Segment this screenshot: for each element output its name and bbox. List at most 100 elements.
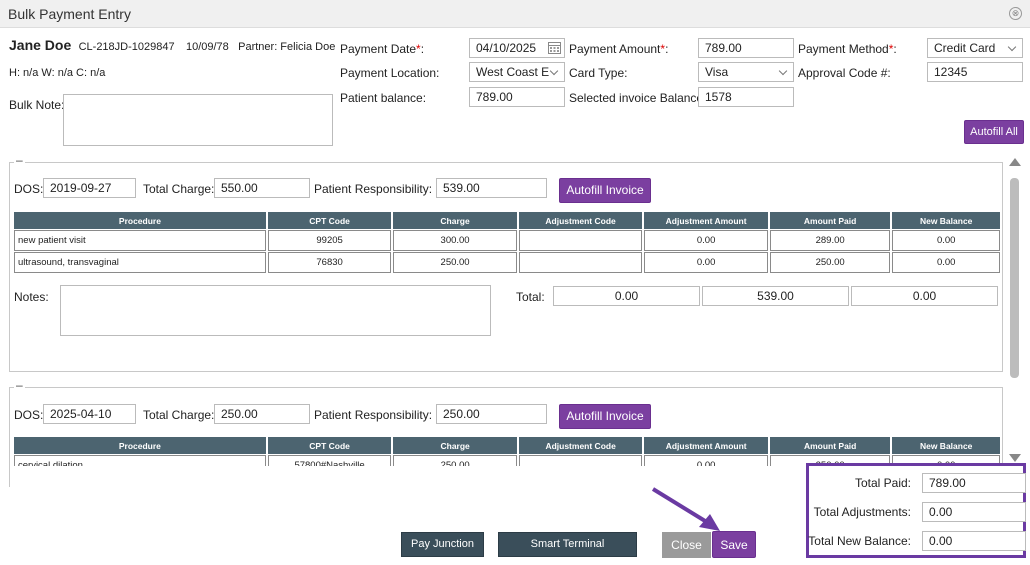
required-mark: * bbox=[660, 42, 666, 56]
new-balance-cell: 0.00 bbox=[892, 252, 1000, 273]
col-cpt-code: CPT Code bbox=[267, 437, 392, 454]
amount-paid-input[interactable]: 250.00 bbox=[769, 252, 891, 273]
required-mark: * bbox=[416, 42, 421, 56]
col-adjustment-code: Adjustment Code bbox=[518, 212, 643, 229]
notes-label: Notes: bbox=[14, 290, 49, 304]
col-procedure: Procedure bbox=[14, 437, 266, 454]
amount-paid-input[interactable]: 289.00 bbox=[769, 230, 891, 251]
col-amount-paid: Amount Paid bbox=[769, 437, 891, 454]
scroll-down-icon[interactable] bbox=[1009, 454, 1021, 462]
notes-textarea[interactable] bbox=[60, 285, 491, 336]
col-adjustment-code: Adjustment Code bbox=[518, 437, 643, 454]
cpt-cell: 57800#Nashville bbox=[267, 455, 392, 466]
payment-date-label-text: Payment Date bbox=[340, 42, 417, 56]
payment-method-select[interactable]: Credit Card bbox=[927, 38, 1023, 58]
total-charge-input[interactable]: 250.00 bbox=[214, 404, 310, 424]
table-header-row: Procedure CPT Code Charge Adjustment Cod… bbox=[14, 437, 1000, 454]
autofill-all-button[interactable]: Autofill All bbox=[964, 120, 1024, 144]
total-charge-label: Total Charge: bbox=[143, 408, 215, 422]
charge-cell: 300.00 bbox=[393, 230, 517, 251]
collapse-toggle[interactable]: – bbox=[14, 378, 25, 392]
smart-terminal-button[interactable]: Smart Terminal bbox=[498, 532, 637, 557]
label-colon: : bbox=[665, 42, 669, 56]
adjustment-amount-input[interactable]: 0.00 bbox=[644, 230, 768, 251]
col-amount-paid: Amount Paid bbox=[769, 212, 891, 229]
total-adjustments-input: 0.00 bbox=[922, 502, 1026, 522]
patient-header: Jane Doe CL-218JD-1029847 10/09/78 Partn… bbox=[9, 37, 335, 53]
label-colon: : bbox=[893, 42, 897, 56]
total-new-balance-label: Total New Balance: bbox=[808, 534, 911, 548]
dos-input[interactable]: 2019-09-27 bbox=[43, 178, 136, 198]
col-charge: Charge bbox=[393, 437, 517, 454]
adjustment-code-input[interactable] bbox=[518, 455, 643, 466]
procedure-cell: ultrasound, transvaginal bbox=[14, 252, 266, 273]
procedure-cell: cervical dilation bbox=[14, 455, 266, 466]
procedure-cell: new patient visit bbox=[14, 230, 266, 251]
vertical-scrollbar[interactable] bbox=[1006, 158, 1022, 464]
totals-panel: Total Paid: 789.00 Total Adjustments: 0.… bbox=[806, 463, 1026, 558]
dos-label: DOS: bbox=[14, 408, 44, 422]
total-amount-paid: 539.00 bbox=[702, 286, 849, 306]
scroll-up-icon[interactable] bbox=[1009, 158, 1021, 166]
payment-method-label: Payment Method*: bbox=[798, 42, 897, 56]
patient-responsibility-input[interactable]: 539.00 bbox=[436, 178, 547, 198]
payment-date-label: Payment Date*: bbox=[340, 42, 424, 56]
close-icon[interactable]: ⊗ bbox=[1009, 7, 1022, 20]
scrollbar-thumb[interactable] bbox=[1010, 178, 1019, 378]
patient-dob: 10/09/78 bbox=[185, 41, 229, 53]
window-titlebar: Bulk Payment Entry ⊗ bbox=[0, 0, 1030, 28]
col-new-balance: New Balance bbox=[892, 437, 1000, 454]
calendar-icon[interactable] bbox=[548, 41, 561, 54]
total-new-balance-input: 0.00 bbox=[922, 531, 1026, 551]
selected-invoice-balance-label: Selected invoice Balance: bbox=[569, 91, 707, 105]
payment-date-input[interactable]: 04/10/2025 bbox=[469, 38, 565, 58]
total-charge-input[interactable]: 550.00 bbox=[214, 178, 310, 198]
bulk-note-label: Bulk Note: bbox=[9, 98, 65, 112]
total-charge-label: Total Charge: bbox=[143, 182, 215, 196]
cpt-cell: 76830 bbox=[267, 252, 392, 273]
close-button[interactable]: Close bbox=[662, 532, 711, 558]
adjustment-code-input[interactable] bbox=[518, 252, 643, 273]
payment-amount-input[interactable]: 789.00 bbox=[698, 38, 794, 58]
payment-location-label: Payment Location: bbox=[340, 66, 440, 80]
label-colon: : bbox=[420, 42, 425, 56]
charge-cell: 250.00 bbox=[393, 455, 517, 466]
patient-responsibility-label: Patient Responsibility: bbox=[314, 182, 433, 196]
card-type-label: Card Type: bbox=[569, 66, 628, 80]
col-cpt-code: CPT Code bbox=[267, 212, 392, 229]
col-charge: Charge bbox=[393, 212, 517, 229]
autofill-invoice-button[interactable]: Autofill Invoice bbox=[559, 178, 651, 203]
total-new-balance: 0.00 bbox=[851, 286, 998, 306]
adjustment-amount-input[interactable]: 0.00 bbox=[644, 455, 768, 466]
adjustment-code-input[interactable] bbox=[518, 230, 643, 251]
pay-junction-button[interactable]: Pay Junction bbox=[401, 532, 484, 557]
payment-amount-label-text: Payment Amount bbox=[569, 42, 661, 56]
payment-method-label-text: Payment Method bbox=[798, 42, 889, 56]
payment-location-select[interactable]: West Coast E bbox=[469, 62, 565, 82]
dos-label: DOS: bbox=[14, 182, 44, 196]
approval-code-input[interactable]: 12345 bbox=[927, 62, 1023, 82]
total-paid-input: 789.00 bbox=[922, 473, 1026, 493]
save-button[interactable]: Save bbox=[712, 531, 756, 558]
adjustment-amount-input[interactable]: 0.00 bbox=[644, 252, 768, 273]
table-row: new patient visit 99205 300.00 0.00 289.… bbox=[14, 230, 1000, 251]
dos-input[interactable]: 2025-04-10 bbox=[43, 404, 136, 424]
invoice-table-clip: Procedure CPT Code Charge Adjustment Cod… bbox=[12, 436, 1004, 466]
invoice-total-label: Total: bbox=[516, 290, 545, 304]
selected-invoice-balance-input[interactable]: 1578 bbox=[698, 87, 794, 107]
collapse-toggle[interactable]: – bbox=[14, 153, 25, 167]
bulk-note-textarea[interactable] bbox=[63, 94, 333, 146]
col-adjustment-amount: Adjustment Amount bbox=[644, 212, 768, 229]
patient-partner: Partner: Felicia Doe bbox=[238, 41, 336, 53]
card-type-select[interactable]: Visa bbox=[698, 62, 794, 82]
autofill-invoice-button[interactable]: Autofill Invoice bbox=[559, 404, 651, 429]
patient-responsibility-input[interactable]: 250.00 bbox=[436, 404, 547, 424]
cpt-cell: 99205 bbox=[267, 230, 392, 251]
col-adjustment-amount: Adjustment Amount bbox=[644, 437, 768, 454]
patient-name: Jane Doe bbox=[9, 37, 72, 53]
patient-balance-label: Patient balance: bbox=[340, 91, 427, 105]
table-row: ultrasound, transvaginal 76830 250.00 0.… bbox=[14, 252, 1000, 273]
col-new-balance: New Balance bbox=[892, 212, 1000, 229]
approval-code-label: Approval Code #: bbox=[798, 66, 891, 80]
patient-balance-input[interactable]: 789.00 bbox=[469, 87, 565, 107]
